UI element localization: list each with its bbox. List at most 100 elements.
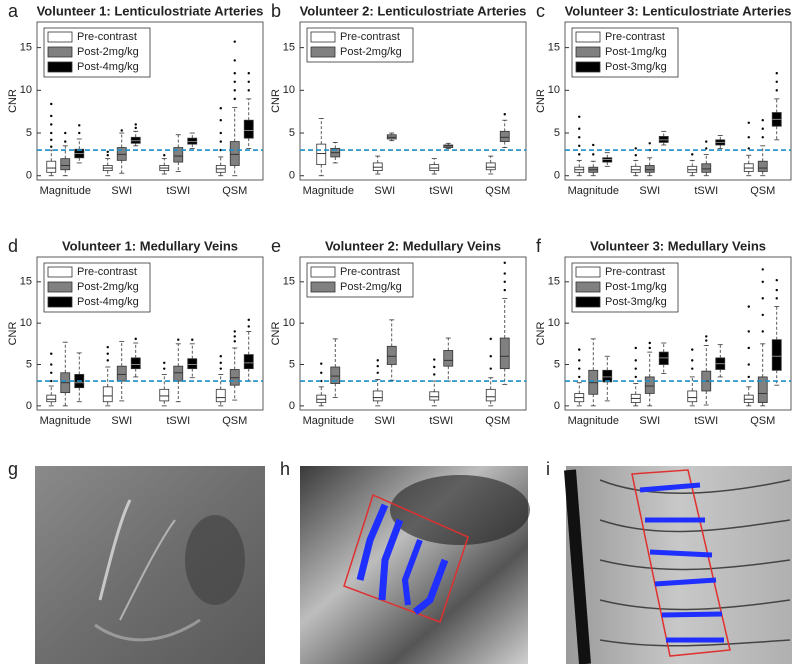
outlier [634, 154, 637, 157]
outlier [761, 136, 764, 139]
legend-swatch [575, 31, 601, 43]
outlier [233, 89, 236, 92]
x-tick-label: Magnitude [568, 185, 619, 197]
outlier [433, 373, 436, 376]
legend-label: Pre-contrast [340, 266, 400, 278]
y-tick-label: 15 [283, 276, 295, 288]
outlier [320, 371, 323, 374]
outlier [691, 359, 694, 362]
outlier [747, 375, 750, 379]
outlier [376, 359, 379, 362]
outlier [134, 337, 137, 341]
box [757, 160, 768, 172]
outlier [219, 367, 222, 370]
legend-label: Post-1mg/kg [605, 46, 667, 58]
outlier [747, 136, 750, 139]
box-chart: a Volunteer 1: Lenticulostriate Arteries C… [7, 1, 264, 197]
outlier [219, 361, 222, 365]
outlier [691, 153, 694, 156]
x-tick-label: QSM [485, 185, 510, 197]
box [602, 369, 613, 383]
legend-label: Post-2mg/kg [77, 46, 139, 58]
outlier [489, 337, 492, 341]
outlier [691, 348, 694, 351]
x-tick-label: tSWI [429, 185, 453, 197]
outlier [578, 375, 581, 379]
chart-title: Volunteer 1: Lenticulostriate Arteries [37, 3, 264, 18]
box-chart: b Volunteer 2: Lenticulostriate Arteries C… [270, 1, 527, 197]
outlier [634, 375, 637, 379]
outlier [50, 145, 53, 148]
outlier [761, 313, 764, 317]
outlier [648, 341, 651, 345]
outlier [489, 367, 492, 370]
y-tick-label: 5 [26, 358, 32, 370]
outlier [247, 72, 250, 75]
box [687, 390, 698, 403]
box [644, 165, 655, 173]
legend-swatch [310, 46, 336, 58]
outlier [634, 367, 637, 370]
y-tick-label: 0 [554, 170, 560, 182]
legend-label: Post-3mg/kg [605, 61, 667, 73]
box [372, 390, 383, 402]
box [499, 337, 510, 370]
outlier [775, 80, 778, 83]
box [757, 376, 768, 403]
x-tick-label: tSWI [694, 185, 718, 197]
outlier [50, 123, 53, 126]
box [215, 388, 226, 403]
outlier [64, 131, 67, 135]
box [386, 345, 397, 365]
x-tick-label: SWI [111, 415, 132, 427]
panel-label: c [536, 1, 545, 21]
y-tick-label: 5 [554, 127, 560, 139]
box [102, 386, 113, 403]
box [771, 339, 782, 371]
legend-label: Post-3mg/kg [605, 296, 667, 308]
outlier [578, 115, 581, 119]
y-tick-label: 5 [554, 358, 560, 370]
outlier [376, 371, 379, 374]
outlier [747, 121, 750, 124]
outlier [64, 140, 67, 143]
outlier [233, 335, 236, 338]
outlier [219, 140, 222, 143]
y-axis-label: CNR [270, 322, 282, 346]
outlier [747, 346, 750, 350]
outlier [775, 278, 778, 282]
x-tick-label: tSWI [694, 415, 718, 427]
box [159, 388, 170, 402]
box [116, 365, 127, 382]
outlier [578, 136, 581, 139]
outlier [247, 318, 250, 322]
legend-label: Post-2mg/kg [340, 281, 402, 293]
outlier [233, 59, 236, 62]
legend-swatch [47, 61, 73, 73]
y-tick-label: 0 [26, 170, 32, 182]
outlier [503, 261, 506, 264]
legend-label: Post-1mg/kg [605, 281, 667, 293]
legend-label: Pre-contrast [340, 31, 400, 43]
outlier [219, 107, 222, 110]
x-tick-label: QSM [750, 415, 775, 427]
outlier [503, 113, 506, 116]
outlier [691, 367, 694, 370]
outlier [578, 348, 581, 351]
outlier [747, 330, 750, 333]
y-axis-label: CNR [270, 89, 282, 113]
outlier [163, 154, 166, 157]
outlier [634, 147, 637, 150]
y-axis-label: CNR [535, 89, 547, 113]
outlier [233, 97, 236, 101]
outlier [106, 352, 109, 355]
image-h: h [280, 459, 530, 664]
x-tick-label: Magnitude [303, 415, 354, 427]
box [60, 158, 71, 171]
legend-label: Pre-contrast [77, 266, 137, 278]
outlier [177, 338, 180, 341]
outlier [489, 355, 492, 358]
box [173, 147, 184, 163]
x-tick-label: Magnitude [303, 185, 354, 197]
chart-title: Volunteer 3: Medullary Veins [590, 238, 766, 253]
